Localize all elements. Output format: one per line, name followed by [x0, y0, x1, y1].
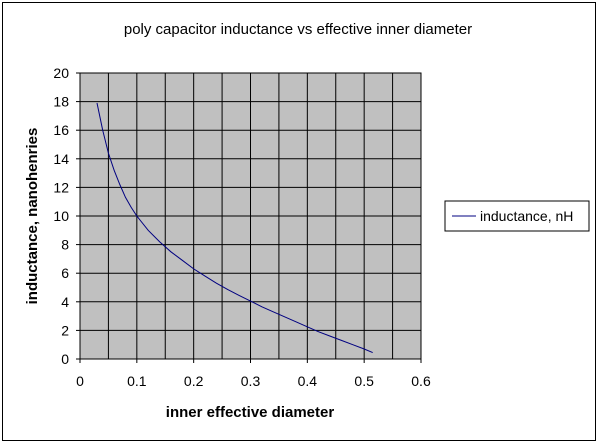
x-tick-labels: 0 0.1 0.2 0.3 0.4 0.5 0.6 [76, 373, 431, 389]
y-tick-label: 16 [53, 122, 69, 138]
x-axis-title: inner effective diameter [166, 404, 335, 421]
y-tick-label: 20 [53, 65, 69, 81]
x-tick-label: 0 [76, 373, 84, 389]
x-tick-label: 0.2 [184, 373, 204, 389]
series-line-0 [96, 102, 373, 354]
x-tick-label: 0.3 [241, 373, 261, 389]
legend: inductance, nH [444, 200, 590, 232]
y-tick-label: 10 [53, 208, 69, 224]
y-tick-label: 12 [53, 179, 69, 195]
x-tick-label: 0.4 [298, 373, 318, 389]
axes [76, 72, 422, 363]
y-tick-label: 14 [53, 151, 69, 167]
y-axis-title: inductance, nanohenries [24, 128, 41, 305]
x-tick-label: 0.6 [411, 373, 431, 389]
y-tick-label: 8 [61, 237, 69, 253]
legend-label: inductance, nH [480, 208, 573, 224]
chart-title: poly capacitor inductance vs effective i… [124, 21, 472, 38]
series-layer [96, 102, 373, 354]
y-tick-labels: 0 2 4 6 8 10 12 14 16 18 20 [53, 65, 69, 367]
y-tick-label: 4 [61, 294, 69, 310]
y-tick-label: 2 [61, 322, 69, 338]
y-tick-label: 0 [61, 351, 69, 367]
x-tick-label: 0.5 [354, 373, 374, 389]
y-tick-label: 6 [61, 265, 69, 281]
y-tick-label: 18 [53, 94, 69, 110]
x-tick-label: 0.1 [127, 373, 147, 389]
